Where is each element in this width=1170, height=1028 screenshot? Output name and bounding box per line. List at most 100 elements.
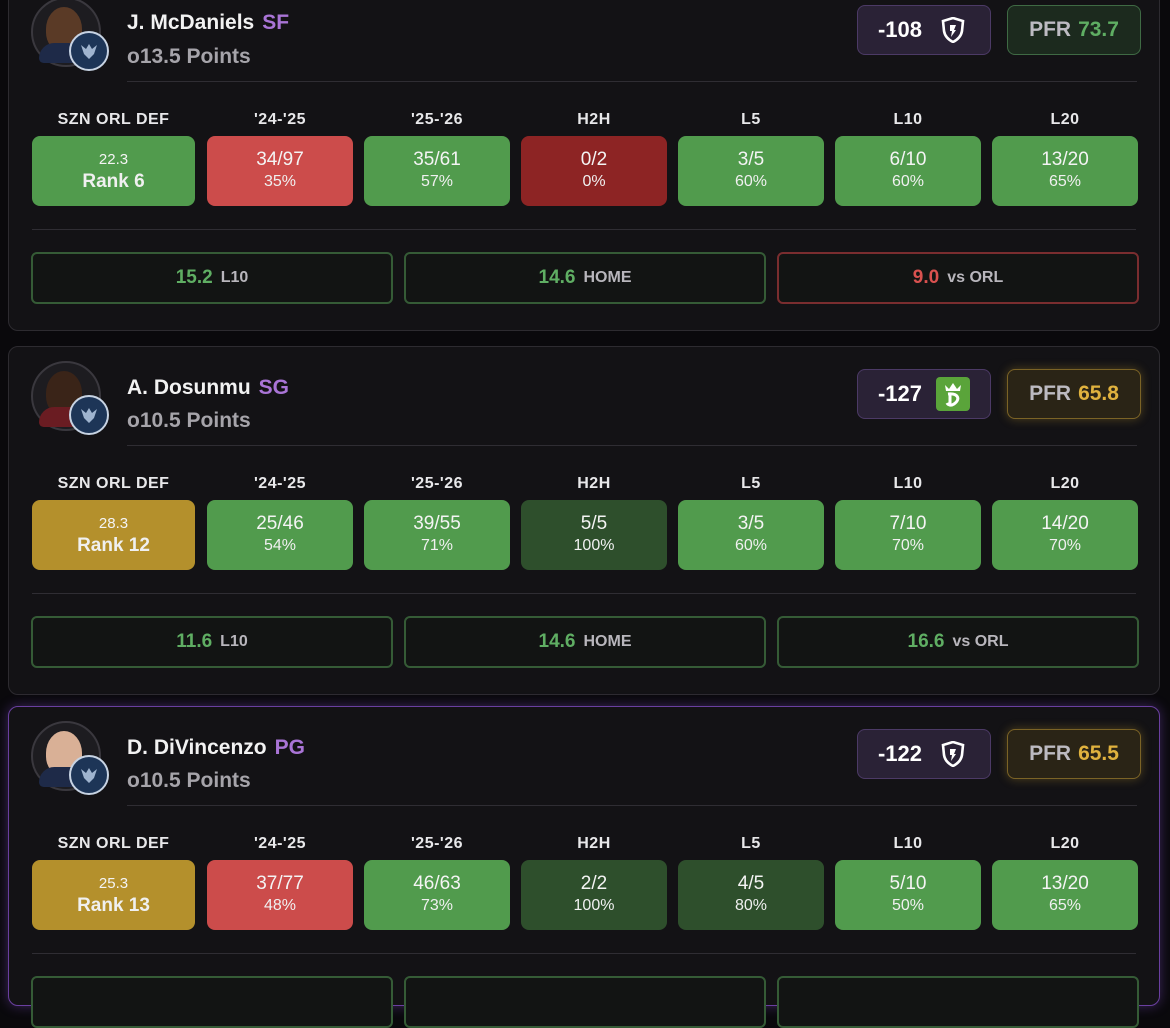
col-header: SZN ORL DEF xyxy=(57,835,170,852)
avg-l10-chip[interactable]: 11.6 L10 xyxy=(31,616,393,668)
avg-home-chip[interactable] xyxy=(404,976,766,1028)
draftkings-crown-icon xyxy=(936,377,971,411)
col-header: H2H xyxy=(577,111,611,128)
col-header: H2H xyxy=(577,475,611,492)
col-header: L20 xyxy=(1050,835,1080,852)
player-name[interactable]: D. DiVincenzo PG xyxy=(127,736,305,759)
pfr-rating-button[interactable]: PFR 65.8 xyxy=(1007,369,1141,419)
pfr-label: PFR xyxy=(1029,382,1072,405)
chip-label: HOME xyxy=(583,633,632,650)
stat-cell[interactable]: 4/5 80% xyxy=(678,860,824,930)
cell-top: 22.3 xyxy=(98,151,129,168)
chip-label: vs ORL xyxy=(952,633,1009,650)
odds-button[interactable]: -122 xyxy=(857,729,991,779)
odds-value: -108 xyxy=(877,17,923,42)
stat-cell[interactable]: 37/77 48% xyxy=(207,860,353,930)
col-header: '24-'25 xyxy=(253,111,307,128)
divider xyxy=(32,593,1136,594)
cell-bottom: 0% xyxy=(582,173,606,190)
odds-button[interactable]: -108 xyxy=(857,5,991,55)
avg-home-chip[interactable]: 14.6 HOME xyxy=(404,252,766,304)
cell-top: 14/20 xyxy=(1041,513,1089,534)
fanduel-shield-icon xyxy=(936,13,970,47)
player-avatar xyxy=(31,0,109,71)
stat-cell[interactable]: 46/63 73% xyxy=(364,860,510,930)
col-header: '25-'26 xyxy=(410,111,464,128)
cell-bottom: 100% xyxy=(573,897,615,914)
col-header: '25-'26 xyxy=(410,475,464,492)
cell-bottom: 54% xyxy=(263,537,297,554)
avg-vs-opp-chip[interactable] xyxy=(777,976,1139,1028)
cell-top: 25.3 xyxy=(98,875,129,892)
col-header: L10 xyxy=(893,835,923,852)
cell-bottom: 60% xyxy=(734,173,768,190)
stat-cell[interactable]: 25/46 54% xyxy=(207,500,353,570)
stat-cell[interactable]: 14/20 70% xyxy=(992,500,1138,570)
cell-bottom: 80% xyxy=(734,897,768,914)
player-position: SF xyxy=(262,11,290,34)
stat-cell[interactable]: 7/10 70% xyxy=(835,500,981,570)
col-header: L20 xyxy=(1050,475,1080,492)
stat-cell[interactable]: 6/10 60% xyxy=(835,136,981,206)
cell-bottom: Rank 6 xyxy=(82,171,145,192)
pfr-rating-button[interactable]: PFR 73.7 xyxy=(1007,5,1141,55)
cell-top: 35/61 xyxy=(413,149,461,170)
chip-value: 14.6 xyxy=(538,631,576,652)
stat-cell[interactable]: 34/97 35% xyxy=(207,136,353,206)
stat-cell[interactable]: 3/5 60% xyxy=(678,136,824,206)
stat-cell[interactable]: 13/20 65% xyxy=(992,136,1138,206)
stat-cell-def[interactable]: 22.3 Rank 6 xyxy=(32,136,195,206)
cell-top: 3/5 xyxy=(737,513,765,534)
chip-label: vs ORL xyxy=(947,269,1004,286)
cell-top: 34/97 xyxy=(256,149,304,170)
player-name[interactable]: A. Dosunmu SG xyxy=(127,376,290,399)
chip-value: 11.6 xyxy=(176,631,213,652)
stat-cell[interactable]: 5/5 100% xyxy=(521,500,667,570)
avg-l10-chip[interactable] xyxy=(31,976,393,1028)
pfr-rating-button[interactable]: PFR 65.5 xyxy=(1007,729,1141,779)
player-name[interactable]: J. McDaniels SF xyxy=(127,11,290,34)
fanduel-shield-icon xyxy=(936,737,970,771)
cell-bottom: 65% xyxy=(1048,897,1082,914)
avg-vs-opp-chip[interactable]: 9.0 vs ORL xyxy=(777,252,1139,304)
cell-top: 5/5 xyxy=(580,513,608,534)
stat-cell[interactable]: 2/2 100% xyxy=(521,860,667,930)
cell-top: 3/5 xyxy=(737,149,765,170)
cell-top: 4/5 xyxy=(737,873,765,894)
wolves-logo-icon xyxy=(69,31,109,71)
cell-top: 7/10 xyxy=(889,513,927,534)
stat-cell[interactable]: 0/2 0% xyxy=(521,136,667,206)
divider xyxy=(127,805,1137,806)
cell-bottom: 65% xyxy=(1048,173,1082,190)
player-card-mcdaniels[interactable]: J. McDaniels SF o13.5 Points -108 PFR 73.7… xyxy=(8,0,1160,331)
divider xyxy=(127,445,1137,446)
pfr-score: 73.7 xyxy=(1078,18,1119,41)
odds-button[interactable]: -127 xyxy=(857,369,991,419)
cell-top: 13/20 xyxy=(1041,149,1089,170)
avg-vs-opp-chip[interactable]: 16.6 vs ORL xyxy=(777,616,1139,668)
chip-value: 9.0 xyxy=(912,267,940,288)
col-header: L20 xyxy=(1050,111,1080,128)
wolves-logo-icon xyxy=(69,755,109,795)
avg-home-chip[interactable]: 14.6 HOME xyxy=(404,616,766,668)
col-header: L5 xyxy=(741,111,761,128)
cell-bottom: 70% xyxy=(891,537,925,554)
stat-cell-def[interactable]: 25.3 Rank 13 xyxy=(32,860,195,930)
player-card-dosunmu[interactable]: A. Dosunmu SG o10.5 Points -127 PFR 65.8 S… xyxy=(8,346,1160,695)
prop-line: o10.5 Points xyxy=(127,769,251,792)
stat-cell-def[interactable]: 28.3 Rank 12 xyxy=(32,500,195,570)
player-position: PG xyxy=(274,736,305,759)
cell-top: 5/10 xyxy=(889,873,927,894)
cell-bottom: Rank 12 xyxy=(77,535,150,556)
col-header: L5 xyxy=(741,475,761,492)
avg-l10-chip[interactable]: 15.2 L10 xyxy=(31,252,393,304)
col-header: L5 xyxy=(741,835,761,852)
stat-cell[interactable]: 5/10 50% xyxy=(835,860,981,930)
stat-cell[interactable]: 13/20 65% xyxy=(992,860,1138,930)
stat-cell[interactable]: 39/55 71% xyxy=(364,500,510,570)
chip-label: L10 xyxy=(220,269,249,286)
stat-cell[interactable]: 3/5 60% xyxy=(678,500,824,570)
chip-value: 16.6 xyxy=(907,631,945,652)
player-card-divincenzo[interactable]: D. DiVincenzo PG o10.5 Points -122 PFR 65.… xyxy=(8,706,1160,1028)
stat-cell[interactable]: 35/61 57% xyxy=(364,136,510,206)
